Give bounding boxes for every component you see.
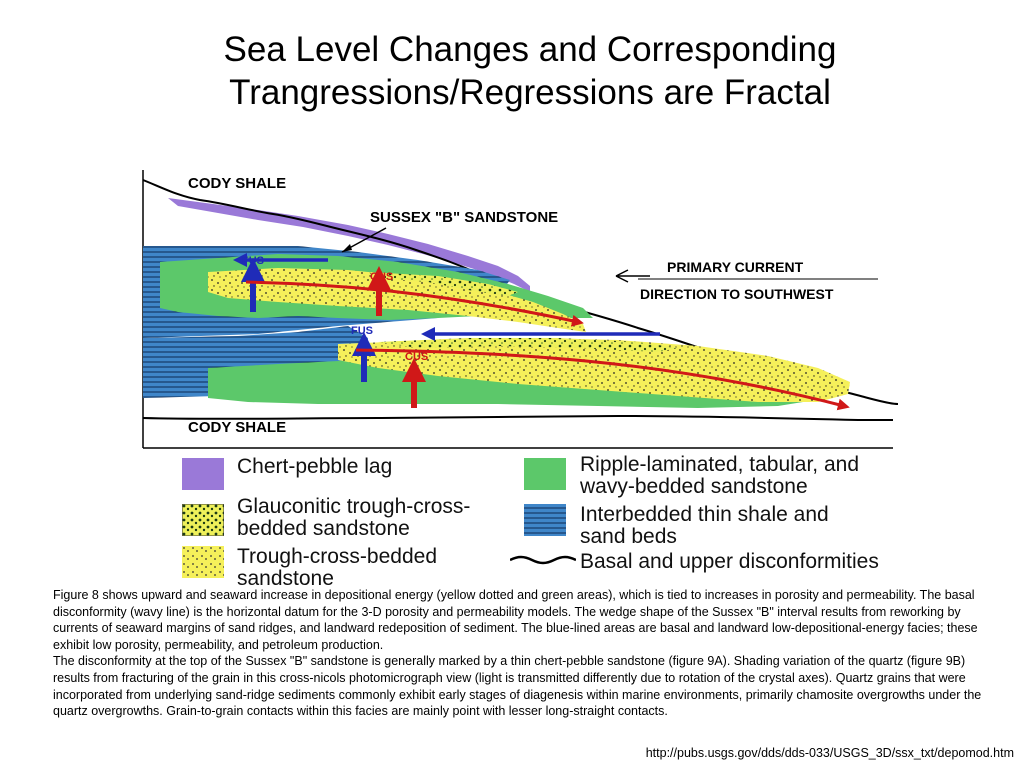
current-label-line-2: DIRECTION TO SOUTHWEST (640, 286, 834, 302)
basal-disconformity-line (142, 414, 893, 421)
legend-swatch-glauconitic (182, 504, 224, 536)
cus-arrow-upper-curve (245, 280, 584, 327)
label-top-shale: CODY SHALE (188, 175, 286, 192)
lower-glauconitic-band (378, 338, 678, 352)
legend-label-glauconitic: Glauconitic trough-cross- bedded sandsto… (237, 496, 470, 540)
label-sandstone: SUSSEX "B" SANDSTONE (370, 209, 558, 226)
sandstone-leader-arrowhead (342, 244, 352, 252)
legend-label-interbedded-line-1: Interbedded thin shale and (580, 503, 829, 526)
legend-label-trough-line-1: Trough-cross-bedded (237, 545, 437, 568)
legend-label-interbedded-line-2: sand beds (580, 525, 677, 548)
slide-title: Sea Level Changes and Corresponding Tran… (100, 28, 960, 114)
legend-label-ripple-line-1: Ripple-laminated, tabular, and (580, 453, 860, 476)
cross-section-diagram: CODY SHALE CODY SHALE SUSSEX "B" SANDSTO… (142, 170, 898, 449)
legend-label-disconformity: Basal and upper disconformities (580, 550, 879, 573)
current-label-line-1: PRIMARY CURRENT (667, 259, 804, 275)
cus-arrow-lower-curve (355, 348, 850, 411)
legend-label-glauconitic-line-2: bedded sandstone (237, 517, 410, 540)
caption-paragraph-2: The disconformity at the top of the Suss… (53, 654, 982, 719)
legend-label-ripple-line-2: wavy-bedded sandstone (580, 475, 808, 498)
legend-swatch-chert (182, 458, 224, 490)
legend-swatch-trough (182, 546, 224, 578)
legend-swatch-ripple (524, 458, 566, 490)
source-url: http://pubs.usgs.gov/dds/dds-033/USGS_3D… (645, 746, 1014, 760)
legend-label-trough: Trough-cross-bedded sandstone (237, 546, 437, 590)
legend-label-glauconitic-line-1: Glauconitic trough-cross- (237, 495, 471, 518)
figure-caption: Figure 8 shows upward and seaward increa… (53, 587, 988, 720)
title-line-2: Trangressions/Regressions are Fractal (229, 73, 831, 112)
label-bottom-shale: CODY SHALE (188, 419, 286, 436)
legend-swatch-disconformity (510, 555, 576, 565)
upper-glauconitic-band (368, 272, 518, 296)
chert-pebble-band (168, 198, 530, 292)
legend-label-interbedded: Interbedded thin shale and sand beds (580, 504, 829, 548)
title-line-1: Sea Level Changes and Corresponding (223, 30, 837, 69)
current-direction-arrow-icon (615, 269, 650, 283)
legend-label-chert: Chert-pebble lag (237, 455, 393, 478)
marker-fus-upper: FUS (242, 255, 264, 267)
legend: Chert-pebble lag Glauconitic trough-cros… (180, 452, 900, 590)
marker-cus-lower: CUS (405, 351, 428, 363)
legend-label-trough-line-2: sandstone (237, 567, 334, 590)
legend-label-ripple: Ripple-laminated, tabular, and wavy-bedd… (580, 454, 859, 498)
legend-swatch-interbedded (524, 504, 566, 536)
marker-cus-upper: CUS (370, 271, 393, 283)
marker-fus-lower: FUS (351, 325, 373, 337)
caption-paragraph-1: Figure 8 shows upward and seaward increa… (53, 588, 978, 652)
